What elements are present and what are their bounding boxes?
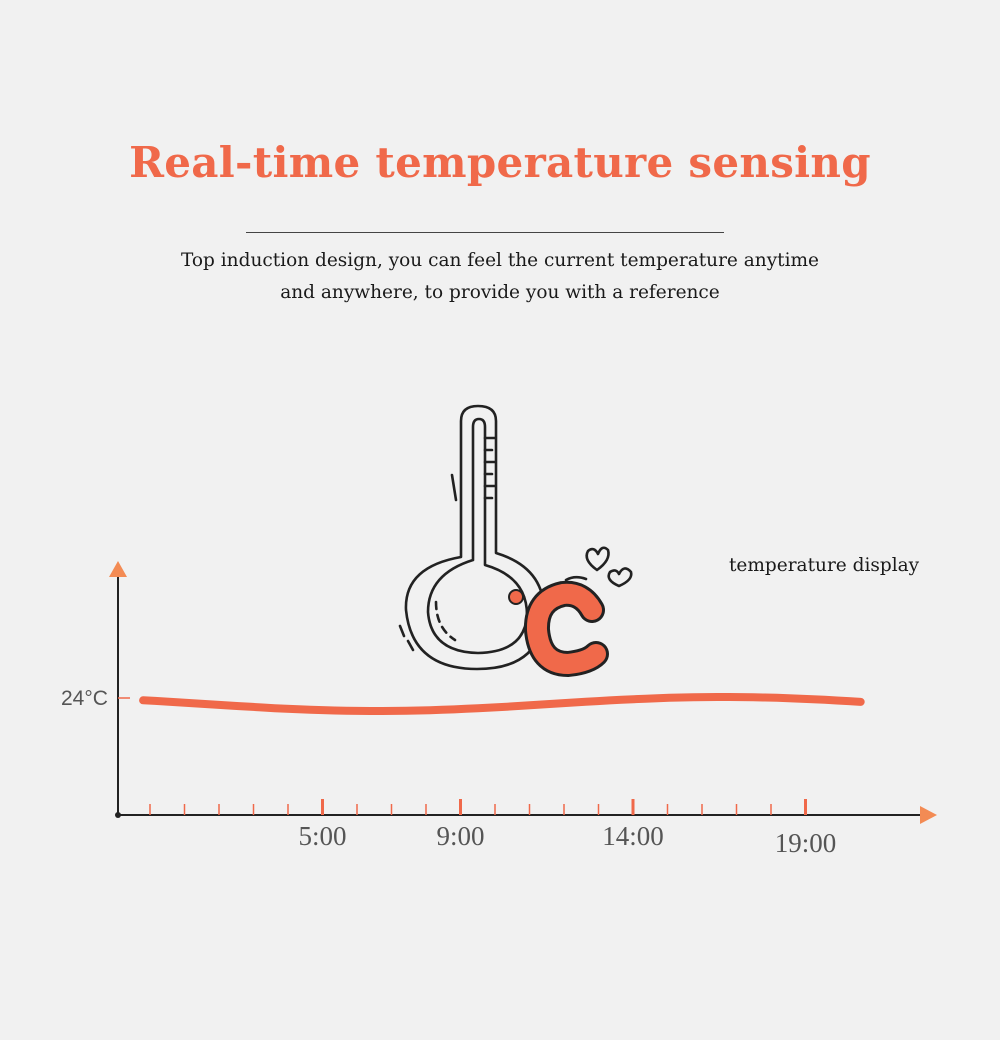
x-axis-arrow-icon	[920, 806, 937, 824]
x-tick-label: 14:00	[602, 821, 664, 851]
x-tick-label: 9:00	[436, 821, 484, 851]
y-axis-arrow-icon	[109, 561, 127, 577]
x-tick-labels: 5:00 9:00 14:00 19:00	[298, 821, 836, 858]
thermometer-inner-icon	[426, 417, 529, 655]
x-ticks	[149, 799, 807, 815]
temperature-series-line	[139, 693, 865, 715]
description-line-2: and anywhere, to provide you with a refe…	[280, 282, 720, 303]
page-title: Real-time temperature sensing	[129, 138, 871, 187]
y-tick-label: 24°C	[61, 687, 108, 710]
axis-origin	[115, 812, 121, 818]
temperature-display-label: temperature display	[729, 555, 920, 576]
celsius-symbol-icon	[508, 580, 609, 678]
x-tick-label: 5:00	[298, 821, 346, 851]
title-divider	[246, 232, 724, 233]
x-tick-label: 19:00	[775, 828, 837, 858]
thermometer-celsius-icon	[398, 404, 633, 671]
heart-icon	[585, 546, 610, 572]
heart-icon-small	[607, 567, 633, 588]
description-line-1: Top induction design, you can feel the c…	[181, 250, 819, 271]
